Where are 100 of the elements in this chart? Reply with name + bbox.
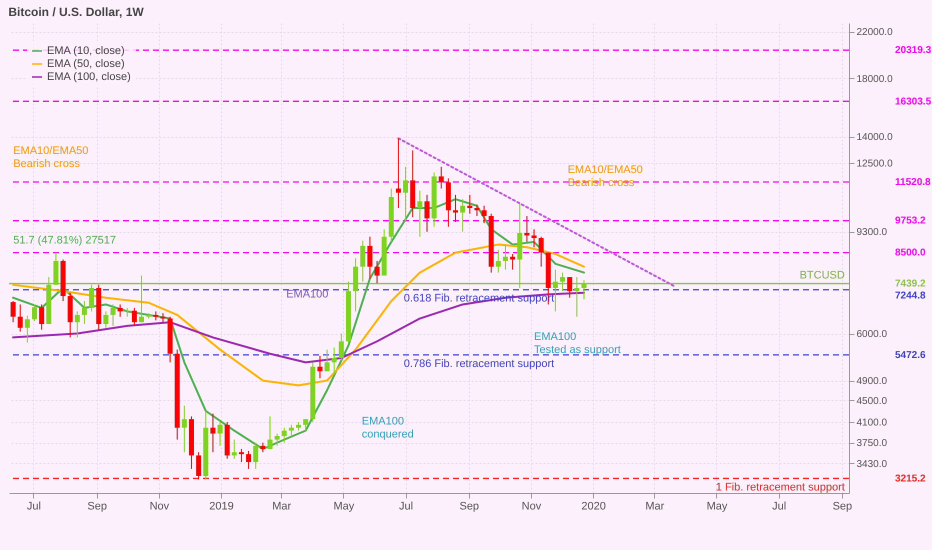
annotation: EMA100 Tested as support <box>534 330 621 356</box>
y-tick-label: 3430.0 <box>856 458 888 470</box>
annotation: 0.786 Fib. retracement support <box>404 358 554 370</box>
ref-line-label: 11520.8 <box>895 176 932 188</box>
chart-title: Bitcoin / U.S. Dollar, 1W <box>8 5 144 19</box>
candlestick <box>303 418 308 432</box>
candlestick <box>502 244 508 270</box>
x-tick-label: Sep <box>87 500 107 512</box>
candlestick <box>118 304 123 318</box>
candlestick <box>10 300 16 323</box>
candlestick <box>39 304 44 330</box>
candlestick <box>581 280 586 300</box>
x-tick-label: 2020 <box>581 500 606 512</box>
x-tick-label: May <box>333 500 355 512</box>
ref-line-label: 7439.2 <box>895 278 926 290</box>
candlestick <box>417 190 422 238</box>
candlestick <box>317 355 322 379</box>
y-tick-label: 4900.0 <box>856 376 888 388</box>
x-tick-label: Sep <box>459 500 480 512</box>
candlestick <box>82 300 87 325</box>
annotation: 1 Fib. retracement support <box>716 481 845 494</box>
candlestick <box>210 413 216 453</box>
candlestick <box>438 166 444 190</box>
candlestick <box>89 284 94 312</box>
candlestick <box>274 433 280 446</box>
candlestick <box>132 307 137 326</box>
candlestick <box>374 260 380 284</box>
candlestick <box>182 405 187 453</box>
x-tick-label: Jul <box>26 500 41 512</box>
candlestick <box>474 204 480 217</box>
annotation: BTCUSD <box>800 270 845 282</box>
candlestick <box>574 276 580 318</box>
candlestick <box>532 228 536 248</box>
x-tick-label: May <box>706 500 728 512</box>
candlestick <box>160 312 166 323</box>
candlestick <box>238 448 244 463</box>
y-tick-label: 22000.0 <box>856 27 894 38</box>
candlestick <box>24 315 30 344</box>
legend-label: EMA (50, close) <box>47 58 125 70</box>
candlestick <box>324 349 330 372</box>
candlestick <box>496 249 501 274</box>
candlestick <box>260 442 266 453</box>
candlestick <box>253 442 258 470</box>
x-tick-label: Mar <box>272 500 292 512</box>
candlestick <box>139 275 144 323</box>
candlestick <box>396 138 401 208</box>
x-tick-label: 2019 <box>209 500 234 512</box>
candlestick <box>196 452 202 480</box>
y-tick-label: 12500.0 <box>856 158 894 170</box>
legend-label: EMA (10, close) <box>47 45 125 57</box>
candlestick <box>338 333 344 361</box>
y-tick-label: 4500.0 <box>856 396 888 407</box>
y-tick-label: 9300.0 <box>856 227 888 238</box>
y-tick-label: 4100.0 <box>856 417 888 428</box>
y-tick-label: 14000.0 <box>856 132 894 144</box>
candlestick <box>424 194 430 232</box>
candlestick <box>246 450 252 470</box>
x-tick-label: Mar <box>645 500 665 512</box>
candlestick <box>332 346 337 374</box>
x-tick-label: Sep <box>832 500 852 512</box>
candlestick <box>103 310 108 328</box>
y-tick-label: 3750.0 <box>856 438 888 450</box>
annotation: EMA10/EMA50 Bearish cross <box>568 164 643 189</box>
candlestick <box>367 236 372 280</box>
candlestick <box>74 310 80 338</box>
annotation: 51.7 (47.81%) 27517 <box>13 234 116 246</box>
annotation: EMA10/EMA50 Bearish cross <box>13 145 88 170</box>
legend-label: EMA (100, close) <box>47 71 131 83</box>
x-tick-label: Jul <box>772 500 786 512</box>
y-tick-label: 18000.0 <box>856 74 894 85</box>
annotation: EMA100 <box>286 288 328 301</box>
candlestick <box>403 166 408 222</box>
candlestick <box>267 416 272 450</box>
line-series <box>12 198 585 450</box>
candlestick <box>560 272 566 292</box>
candlestick <box>552 269 558 312</box>
x-tick-label: Jul <box>399 500 414 512</box>
candlestick <box>232 439 237 460</box>
candlestick <box>288 424 294 438</box>
ref-line-label: 5472.6 <box>895 350 926 361</box>
ref-line-label: 9753.2 <box>895 216 926 227</box>
candlestick <box>282 427 287 444</box>
ref-line-label: 7244.8 <box>895 290 926 302</box>
candlestick <box>32 304 37 322</box>
ref-line-label: 3215.2 <box>895 473 926 484</box>
ref-line-label: 8500.0 <box>895 248 926 259</box>
ref-line-label: 16303.5 <box>895 96 932 108</box>
candlestick <box>18 304 23 332</box>
candlestick <box>567 276 572 298</box>
x-tick-label: Nov <box>150 500 170 512</box>
candlestick <box>110 304 116 326</box>
candlestick <box>538 236 544 268</box>
annotation: EMA100 conquered <box>362 415 414 440</box>
candlestick <box>524 216 530 242</box>
ref-line-label: 20319.3 <box>895 45 932 56</box>
y-tick-label: 6000.0 <box>856 329 888 340</box>
candlestick <box>482 205 487 224</box>
candlestick <box>53 252 58 286</box>
candlestick <box>218 421 223 446</box>
candlestick <box>360 240 366 282</box>
